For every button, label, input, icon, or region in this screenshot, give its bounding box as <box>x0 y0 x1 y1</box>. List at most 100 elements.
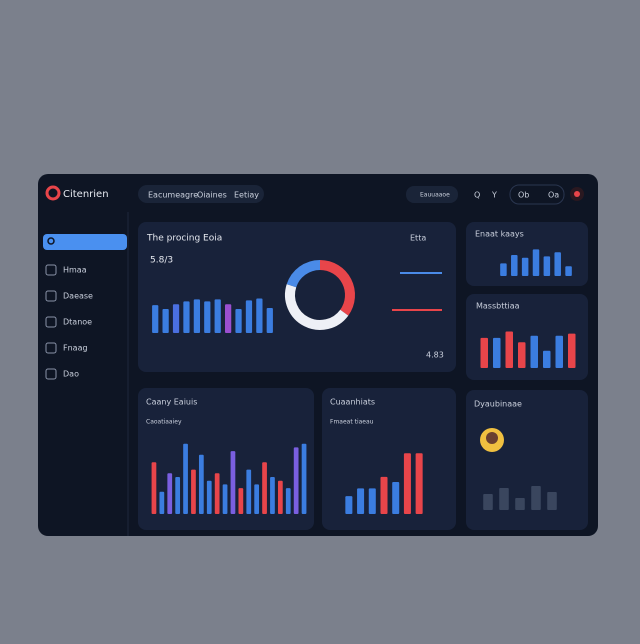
bar <box>511 255 518 276</box>
panel <box>466 390 588 530</box>
icon[interactable]: Oa <box>548 191 559 200</box>
nav-icon <box>45 316 57 328</box>
donut-segment <box>286 260 321 288</box>
profile-face <box>486 432 498 444</box>
tab[interactable]: Oiaines <box>197 191 227 200</box>
bar <box>532 249 540 276</box>
bar <box>151 462 157 514</box>
search[interactable]: Eauuaaoe <box>420 192 450 199</box>
bar <box>214 299 221 333</box>
bar <box>543 350 551 368</box>
icon[interactable]: Ob <box>518 191 529 200</box>
bar <box>245 300 253 333</box>
logo: Citenrien <box>63 189 109 200</box>
bar <box>483 494 493 510</box>
nav-item[interactable]: Daease <box>63 292 93 301</box>
bar <box>159 491 165 514</box>
tab-bar <box>138 185 264 203</box>
donut-segment <box>285 284 349 330</box>
bar <box>554 252 561 276</box>
bar <box>415 453 423 514</box>
bar <box>357 488 365 514</box>
bar <box>505 331 513 368</box>
search-box[interactable] <box>406 186 458 203</box>
bar <box>183 301 190 333</box>
bar <box>518 342 526 368</box>
bar <box>565 266 572 276</box>
panel-subtitle: Caoatiaaiey <box>146 419 182 426</box>
bar <box>262 462 267 514</box>
tab[interactable]: Eacumeagre <box>148 191 198 200</box>
nav-icon <box>45 290 57 302</box>
bar <box>246 469 252 514</box>
icon[interactable]: Y <box>491 191 497 200</box>
bar <box>301 443 307 514</box>
bar <box>293 447 299 514</box>
bar <box>270 477 275 514</box>
nav-item[interactable]: Hmaa <box>63 266 87 275</box>
panel-title: Cuaanhiats <box>330 398 375 407</box>
panel-title: The procing Eoia <box>146 234 222 244</box>
panel-title: Massbttiaa <box>476 302 520 311</box>
bar <box>500 263 507 276</box>
bar <box>266 308 273 333</box>
bar <box>225 304 232 333</box>
bar <box>191 469 196 514</box>
bar <box>285 488 291 514</box>
tab[interactable]: Eetiay <box>234 191 259 200</box>
avatar-dot <box>574 191 580 197</box>
bar <box>480 337 488 368</box>
bar <box>222 484 228 514</box>
search-button[interactable] <box>43 234 127 250</box>
bar <box>392 482 400 514</box>
bar <box>204 301 211 333</box>
bar <box>555 335 563 368</box>
bar <box>230 451 236 514</box>
bar <box>206 480 212 514</box>
nav-icon <box>45 342 57 354</box>
filter[interactable]: Etta <box>410 234 426 243</box>
stat: 5.8/3 <box>150 256 173 266</box>
logo-icon <box>45 185 61 201</box>
bar <box>175 477 181 514</box>
panel-subtitle: Fmaeat tiaeau <box>330 419 374 426</box>
donut-segment <box>319 260 355 316</box>
bar <box>515 498 525 510</box>
bar <box>277 480 283 514</box>
bar <box>521 257 529 276</box>
bar <box>568 333 576 368</box>
panel <box>138 388 314 530</box>
bar <box>403 453 411 514</box>
bar <box>254 484 260 514</box>
bar <box>499 488 509 510</box>
bar <box>547 492 557 510</box>
bar <box>193 299 200 333</box>
bar <box>214 473 220 514</box>
nav-item[interactable]: Dao <box>63 370 79 379</box>
bar <box>238 488 244 514</box>
bar <box>235 309 242 333</box>
user-pill <box>509 184 565 205</box>
icon[interactable]: Q <box>474 191 480 200</box>
nav-item[interactable]: Dtanoe <box>63 318 92 327</box>
nav-item[interactable]: Fnaag <box>63 344 88 353</box>
panel-title: Caany Eaiuis <box>146 398 197 407</box>
bar <box>345 496 353 514</box>
bar <box>172 304 180 333</box>
panel-title: Dyaubinaae <box>474 400 522 409</box>
bar <box>198 454 204 514</box>
bar <box>493 337 501 368</box>
nav-icon <box>45 264 57 276</box>
search-icon <box>47 237 55 245</box>
bar <box>167 473 173 514</box>
total: 4.83 <box>426 351 444 360</box>
bar <box>162 309 169 333</box>
panel-title: Enaat kaays <box>475 230 524 239</box>
bar <box>183 443 188 514</box>
bar <box>368 488 376 514</box>
nav-icon <box>45 368 57 380</box>
bar <box>256 298 263 333</box>
bar <box>152 305 159 333</box>
bar <box>380 476 388 514</box>
